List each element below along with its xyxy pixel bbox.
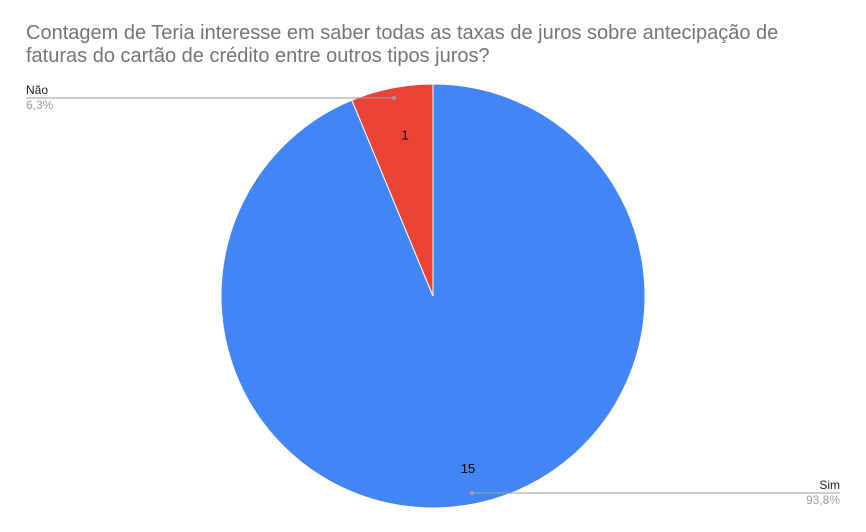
leader-dot-nao bbox=[392, 96, 396, 100]
slice-category-label-sim: Sim bbox=[819, 478, 840, 492]
slice-percent-label-sim: 93,8% bbox=[806, 493, 840, 507]
slice-category-label-nao: Não bbox=[26, 83, 48, 97]
slice-value-label-sim: 15 bbox=[461, 461, 475, 476]
slice-percent-label-nao: 6,3% bbox=[26, 98, 54, 112]
leader-dot-sim bbox=[470, 491, 474, 495]
slice-value-label-nao: 1 bbox=[401, 128, 408, 143]
slices-layer bbox=[221, 84, 645, 508]
